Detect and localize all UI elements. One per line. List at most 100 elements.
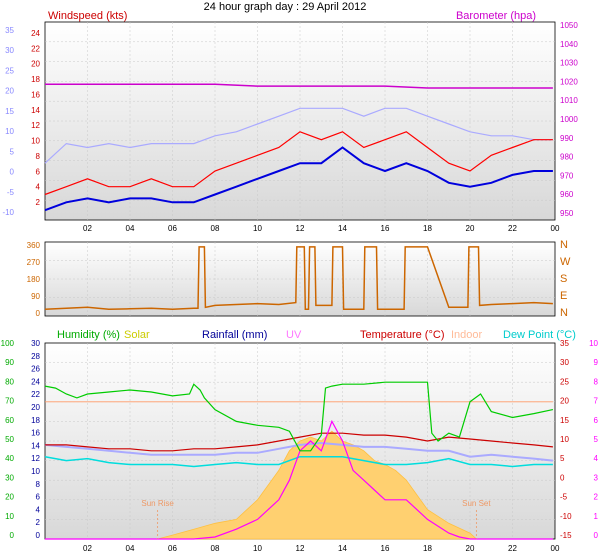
barometer-axis-label: Barometer (hpa): [456, 10, 536, 22]
rainfall-tick: 24: [31, 377, 40, 386]
wind-tick: 16: [31, 90, 40, 99]
temperature-tick: 15: [560, 416, 569, 425]
wind-tick: 24: [31, 29, 40, 38]
x-tick-label: 08: [211, 224, 220, 233]
x-tick-label: 02: [83, 224, 92, 233]
x-tick-label: 22: [508, 544, 517, 553]
uv-tick: 9: [594, 358, 599, 367]
rainfall-tick: 0: [36, 531, 41, 540]
compass-label: S: [560, 273, 567, 285]
compass-label: E: [560, 290, 567, 302]
humidity-tick: 0: [10, 531, 15, 540]
sun-rise-label: Sun Rise: [141, 499, 174, 508]
compass-label: N: [560, 307, 568, 319]
direction-tick: 0: [36, 309, 41, 318]
wind-grid: [45, 22, 555, 220]
wind-tick: 4: [36, 183, 41, 192]
barometer-tick: 1030: [560, 59, 578, 68]
climate-x-axis: 02 04 06 08 10 12 14 16 18 20 22 00: [83, 544, 560, 553]
humidity-tick: 20: [5, 493, 14, 502]
barometer-tick: 1010: [560, 96, 578, 105]
x-tick-label: 06: [168, 224, 177, 233]
temperature-line: [45, 432, 553, 452]
wind-tick: 14: [31, 106, 40, 115]
temperature-tick: 0: [560, 473, 565, 482]
uv-tick: 5: [594, 435, 599, 444]
x-tick-label: 06: [168, 544, 177, 553]
direction-tick: 270: [27, 258, 41, 267]
rainfall-tick: 2: [36, 518, 41, 527]
wind-tick: 20: [31, 60, 40, 69]
barometer-line: [45, 83, 553, 89]
rainfall-tick: 6: [36, 493, 41, 502]
x-tick-label: 08: [211, 544, 220, 553]
wind-outer-tick: 5: [10, 147, 15, 156]
wind-tick: 6: [36, 167, 41, 176]
wind-outer-axis: 35 30 25 20 15 10 5 0 -5 -10: [2, 26, 14, 217]
barometer-tick: 1020: [560, 77, 578, 86]
temperature-tick: -10: [560, 512, 572, 521]
humidity-tick: 40: [5, 454, 14, 463]
x-tick-label: 18: [423, 544, 432, 553]
wind-tick: 18: [31, 75, 40, 84]
barometer-tick: 1000: [560, 115, 578, 124]
wind-outer-tick: 10: [5, 127, 14, 136]
x-tick-label: 14: [338, 224, 347, 233]
avg-temp-line: [44, 441, 554, 462]
x-tick-label: 14: [338, 544, 347, 553]
wind-outer-tick: -10: [2, 208, 14, 217]
windspeed-line: [44, 146, 553, 212]
wind-axis-label: Windspeed (kts): [48, 10, 127, 22]
rainfall-tick: 10: [31, 467, 40, 476]
barometer-tick: 1040: [560, 40, 578, 49]
wind-x-axis: 02 04 06 08 10 12 14 16 18 20 22 00: [83, 224, 560, 233]
wind-outer-tick: 35: [5, 26, 14, 35]
uv-tick: 3: [594, 473, 599, 482]
uv-tick: 2: [594, 493, 599, 502]
uv-line: [45, 419, 553, 540]
temperature-tick: 5: [560, 454, 565, 463]
direction-left-axis: 360 270 180 90 0: [27, 241, 41, 318]
direction-grid: [45, 242, 555, 316]
wind-tick: 22: [31, 44, 40, 53]
climate-panel: Humidity (%) Solar Rainfall (mm) UV Temperat…: [1, 329, 599, 553]
wind-outer-tick: -5: [7, 188, 15, 197]
humidity-tick: 100: [1, 339, 15, 348]
rainfall-tick: 28: [31, 352, 40, 361]
uv-tick: 4: [594, 454, 599, 463]
wind-outer-tick: 30: [5, 46, 14, 55]
rainfall-tick: 22: [31, 390, 40, 399]
barometer-tick: 990: [560, 134, 574, 143]
x-tick-label: 10: [253, 224, 262, 233]
barometer-tick: 1050: [560, 21, 578, 30]
humidity-line: [44, 381, 554, 452]
legend-label: Temperature (°C): [360, 329, 444, 341]
legend-label: Humidity (%): [57, 329, 120, 341]
legend-label: Rainfall (mm): [202, 329, 267, 341]
rainfall-tick: 4: [36, 505, 41, 514]
rainfall-tick: 8: [36, 480, 41, 489]
x-tick-label: 10: [253, 544, 262, 553]
rainfall-tick: 26: [31, 365, 40, 374]
humidity-tick: 60: [5, 416, 14, 425]
humidity-tick: 80: [5, 377, 14, 386]
x-tick-label: 02: [83, 544, 92, 553]
x-tick-label: 12: [296, 224, 305, 233]
direction-tick: 360: [27, 241, 41, 250]
barometer-tick: 950: [560, 209, 574, 218]
wind-outer-tick: 15: [5, 107, 14, 116]
legend-label: Dew Point (°C): [503, 329, 576, 341]
humidity-tick: 30: [5, 473, 14, 482]
legend-label: Indoor: [451, 329, 483, 341]
uv-tick: 1: [594, 512, 599, 521]
x-tick-label: 16: [381, 544, 390, 553]
direction-tick: 180: [27, 275, 41, 284]
humidity-tick: 50: [5, 435, 14, 444]
x-tick-label: 04: [126, 224, 135, 233]
temperature-tick: -15: [560, 531, 572, 540]
